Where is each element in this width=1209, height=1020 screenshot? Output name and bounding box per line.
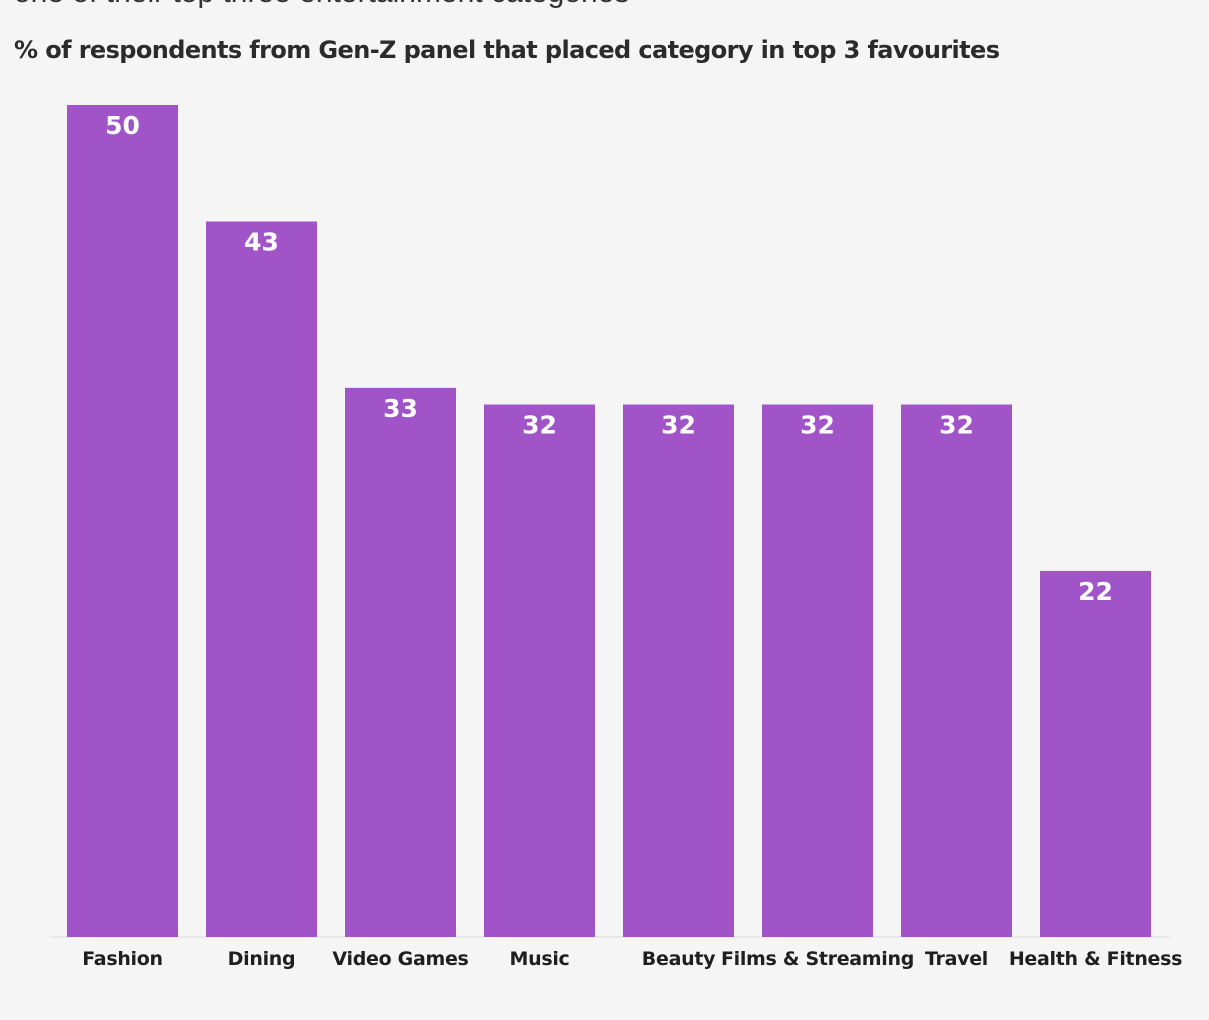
bar-films-streaming [762, 404, 873, 937]
bar-dining [206, 221, 317, 938]
bar-video-games [345, 387, 456, 937]
category-labels-group: Fashion Dining Video Games Music Beauty Films… [82, 948, 1182, 970]
category-label-travel: Travel [925, 948, 988, 970]
bar-beauty [623, 404, 734, 937]
bars-group [67, 105, 1151, 938]
bar-travel [901, 404, 1012, 937]
category-label-dining: Dining [228, 948, 296, 970]
bar-music [484, 404, 595, 937]
cut-off-subtitle: one of their top three entertainment cat… [14, 0, 629, 8]
bar-value-label-video-games: 33 [383, 394, 418, 423]
bar-value-label-travel: 32 [939, 411, 974, 440]
chart-title: % of respondents from Gen-Z panel that p… [14, 36, 1000, 64]
category-label-health-fitness: Health & Fitness [1009, 948, 1182, 970]
bar-value-label-music: 32 [522, 411, 557, 440]
bar-fashion [67, 105, 178, 937]
bar-value-label-health-fitness: 22 [1078, 577, 1113, 606]
category-label-films-streaming: Films & Streaming [721, 948, 914, 970]
bar-value-label-films-streaming: 32 [800, 411, 835, 440]
bar-value-label-beauty: 32 [661, 411, 696, 440]
category-label-fashion: Fashion [82, 948, 163, 970]
category-label-beauty: Beauty [642, 948, 716, 970]
bar-health-fitness [1040, 570, 1151, 937]
bar-value-label-fashion: 50 [105, 111, 140, 140]
bar-labels-group: 50 43 33 32 32 32 32 22 [105, 111, 1113, 606]
bar-value-label-dining: 43 [244, 227, 279, 256]
category-label-video-games: Video Games [332, 948, 468, 970]
category-label-music: Music [509, 948, 569, 970]
